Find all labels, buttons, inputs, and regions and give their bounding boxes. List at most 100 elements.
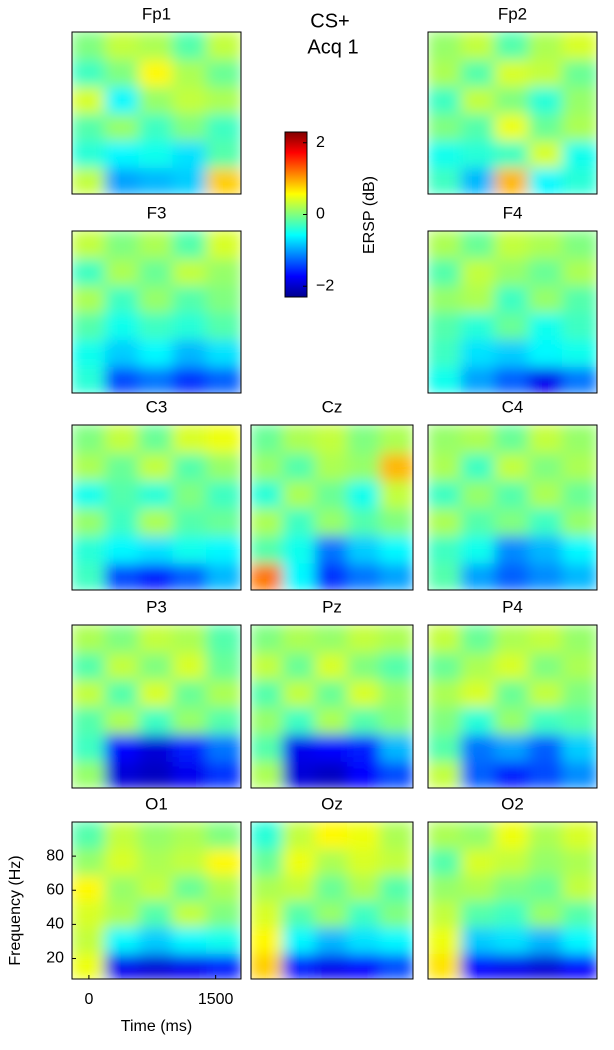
- heatmap-cell: [460, 925, 497, 954]
- panel: [72, 425, 241, 590]
- heatmap-cell: [251, 506, 285, 536]
- panel-title: Fp2: [498, 4, 527, 23]
- heatmap-cell: [138, 338, 175, 367]
- heatmap-cell: [104, 311, 141, 340]
- heatmap-cell: [138, 32, 175, 60]
- heatmap-cell: [562, 759, 597, 788]
- heatmap-cell: [460, 85, 497, 114]
- heatmap-cell: [206, 925, 241, 954]
- panel-frame: [71, 230, 242, 394]
- heatmap-cell: [562, 166, 597, 194]
- heatmap-cell: [528, 822, 565, 850]
- heatmap-cell: [104, 85, 141, 114]
- heatmap-cell: [206, 338, 241, 367]
- heatmap-cell: [347, 534, 382, 564]
- heatmap-cell: [347, 951, 382, 979]
- heatmap-cell: [72, 32, 107, 60]
- heatmap-cell: [528, 534, 565, 564]
- heatmap-cell: [494, 506, 531, 536]
- panel-frame: [71, 821, 242, 980]
- heatmap-cell: [494, 951, 531, 979]
- heatmap-cell: [494, 32, 531, 60]
- heatmap-cell: [104, 705, 141, 735]
- heatmap-cell: [206, 534, 241, 564]
- heatmap-cell: [347, 625, 382, 654]
- heatmap-cell: [460, 506, 497, 536]
- heatmap-cell: [562, 257, 597, 286]
- heatmap: [72, 625, 241, 788]
- heatmap-cell: [282, 847, 317, 876]
- heatmap-cell: [428, 534, 463, 564]
- heatmap-cell: [562, 506, 597, 536]
- heatmap-cell: [104, 899, 141, 928]
- heatmap-cell: [494, 231, 531, 259]
- heatmap-cell: [251, 759, 285, 788]
- heatmap-cell: [206, 561, 241, 590]
- heatmap-cell: [172, 678, 209, 708]
- heatmap-cell: [379, 951, 413, 979]
- heatmap-cell: [562, 847, 597, 876]
- heatmap-cell: [528, 85, 565, 114]
- panel-frame: [71, 624, 242, 789]
- heatmap-cell: [72, 925, 107, 954]
- heatmap-cell: [172, 925, 209, 954]
- heatmap-cell: [72, 338, 107, 367]
- heatmap-cell: [138, 899, 175, 928]
- heatmap-cell: [460, 112, 497, 141]
- heatmap-cell: [428, 951, 463, 979]
- heatmap: [72, 231, 241, 393]
- heatmap-cell: [528, 873, 565, 902]
- heatmap-cell: [562, 479, 597, 509]
- heatmap-cell: [314, 822, 350, 850]
- heatmap: [72, 822, 241, 979]
- heatmap-cell: [528, 732, 565, 762]
- heatmap-cell: [528, 32, 565, 60]
- heatmap-cell: [138, 425, 175, 454]
- heatmap-cell: [206, 479, 241, 509]
- heatmap-cell: [251, 822, 285, 850]
- heatmap-cell: [104, 425, 141, 454]
- heatmap: [251, 822, 413, 979]
- heatmap-cell: [562, 451, 597, 481]
- heatmap: [251, 625, 413, 788]
- heatmap-cell: [172, 506, 209, 536]
- heatmap-cell: [138, 759, 175, 788]
- heatmap-cell: [206, 847, 241, 876]
- heatmap-cell: [379, 625, 413, 654]
- heatmap-cell: [72, 822, 107, 850]
- heatmap-cell: [282, 534, 317, 564]
- heatmap-cell: [494, 365, 531, 393]
- heatmap-cell: [72, 311, 107, 340]
- heatmap-cell: [528, 651, 565, 681]
- heatmap-cell: [562, 705, 597, 735]
- heatmap-cell: [251, 479, 285, 509]
- heatmap-cell: [379, 425, 413, 454]
- heatmap-cell: [72, 284, 107, 313]
- heatmap-cell: [138, 651, 175, 681]
- heatmap-cell: [138, 231, 175, 259]
- y-tick-label: 80: [46, 847, 64, 864]
- panel-frame: [427, 31, 598, 195]
- heatmap-cell: [251, 561, 285, 590]
- heatmap-cell: [314, 625, 350, 654]
- heatmap-cell: [460, 705, 497, 735]
- heatmap-cell: [562, 625, 597, 654]
- heatmap-cell: [314, 705, 350, 735]
- heatmap-cell: [460, 873, 497, 902]
- heatmap-cell: [104, 925, 141, 954]
- heatmap-cell: [72, 625, 107, 654]
- heatmap-cell: [314, 506, 350, 536]
- heatmap-cell: [428, 479, 463, 509]
- heatmap-cell: [494, 338, 531, 367]
- heatmap-cell: [460, 899, 497, 928]
- heatmap-cell: [460, 847, 497, 876]
- heatmap-cell: [251, 847, 285, 876]
- heatmap-cell: [104, 822, 141, 850]
- heatmap-cell: [138, 112, 175, 141]
- colorbar-tick-label: 0: [316, 206, 325, 223]
- heatmap-cell: [460, 678, 497, 708]
- heatmap-cell: [379, 925, 413, 954]
- heatmap-cell: [104, 678, 141, 708]
- heatmap-cell: [562, 425, 597, 454]
